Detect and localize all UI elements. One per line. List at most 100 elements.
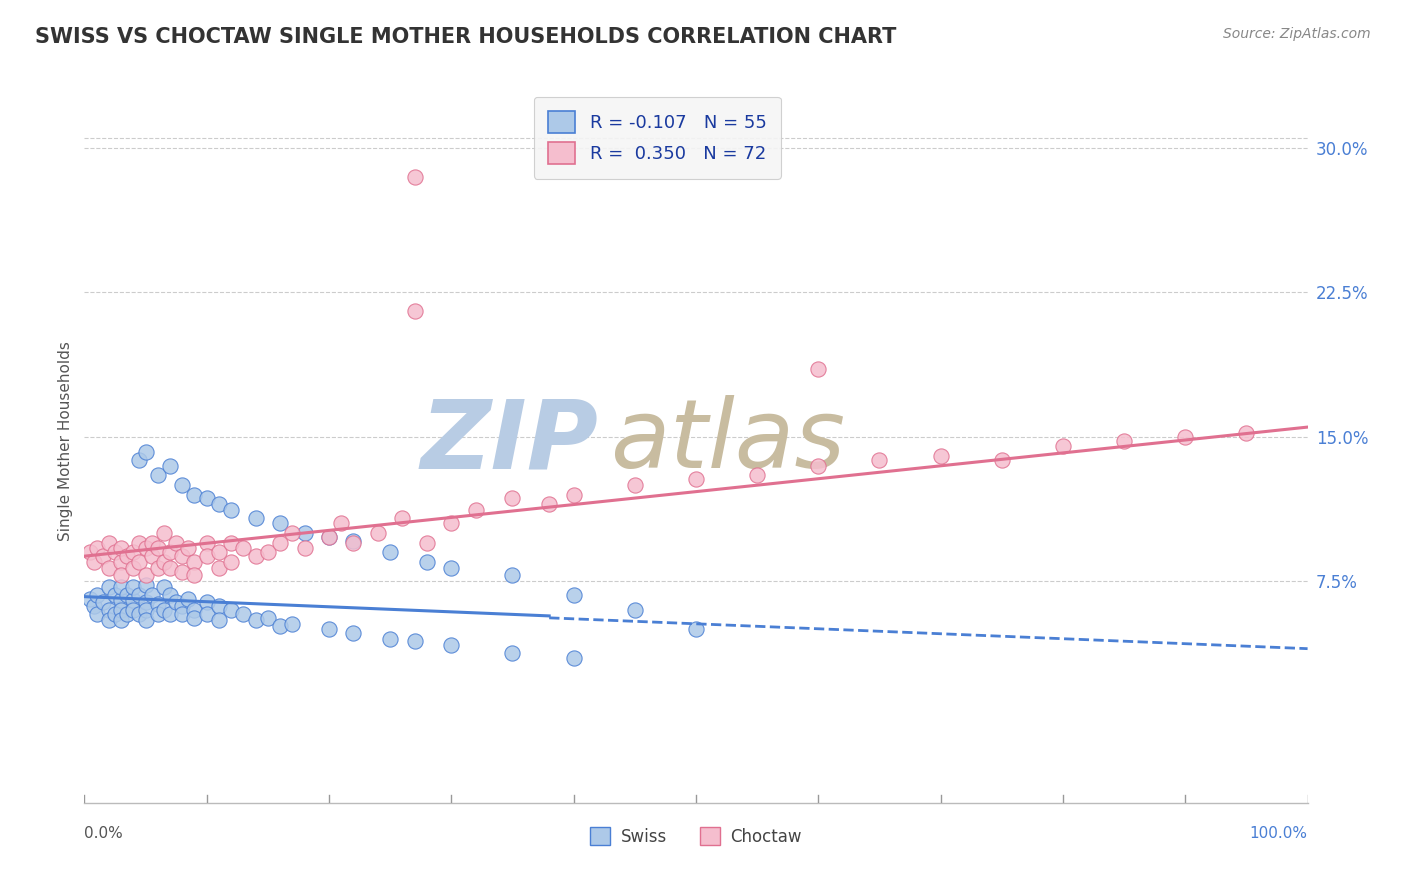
Point: [342, 626, 364, 640]
Point: [257, 611, 280, 625]
Point: [1174, 430, 1197, 444]
Point: [330, 516, 353, 531]
Point: [257, 545, 280, 559]
Point: [1114, 434, 1136, 448]
Point: [159, 458, 181, 473]
Point: [502, 491, 524, 506]
Point: [146, 560, 169, 574]
Point: [747, 468, 769, 483]
Point: [367, 526, 389, 541]
Point: [146, 598, 169, 612]
Point: [97, 613, 120, 627]
Point: [172, 565, 194, 579]
Point: [269, 618, 291, 632]
Point: [232, 607, 254, 621]
Point: [929, 449, 952, 463]
Point: [122, 580, 145, 594]
Point: [159, 560, 181, 574]
Point: [269, 516, 291, 531]
Point: [245, 613, 267, 627]
Point: [122, 545, 145, 559]
Point: [183, 611, 205, 625]
Point: [110, 593, 132, 607]
Point: [159, 545, 181, 559]
Point: [318, 623, 340, 637]
Point: [83, 555, 105, 569]
Point: [232, 541, 254, 556]
Point: [110, 568, 132, 582]
Point: [464, 503, 486, 517]
Point: [104, 588, 127, 602]
Point: [342, 533, 364, 548]
Point: [440, 516, 463, 531]
Point: [294, 541, 316, 556]
Point: [562, 588, 585, 602]
Point: [91, 595, 114, 609]
Point: [153, 555, 176, 569]
Point: [195, 607, 218, 621]
Point: [440, 638, 463, 652]
Point: [991, 453, 1014, 467]
Point: [135, 613, 157, 627]
Text: SWISS VS CHOCTAW SINGLE MOTHER HOUSEHOLDS CORRELATION CHART: SWISS VS CHOCTAW SINGLE MOTHER HOUSEHOLD…: [35, 27, 897, 46]
Point: [807, 362, 830, 376]
Legend: Swiss, Choctaw: Swiss, Choctaw: [583, 821, 808, 852]
Point: [183, 568, 205, 582]
Point: [219, 555, 242, 569]
Point: [391, 510, 413, 524]
Point: [172, 549, 194, 564]
Point: [380, 545, 402, 559]
Point: [195, 491, 218, 506]
Point: [380, 632, 402, 646]
Point: [128, 607, 150, 621]
Point: [159, 588, 181, 602]
Point: [208, 613, 231, 627]
Point: [208, 545, 231, 559]
Point: [1236, 425, 1258, 440]
Point: [115, 549, 138, 564]
Point: [624, 603, 647, 617]
Point: [110, 541, 132, 556]
Point: [110, 580, 132, 594]
Point: [153, 603, 176, 617]
Point: [115, 607, 138, 621]
Point: [1052, 439, 1074, 453]
Point: [128, 555, 150, 569]
Point: [135, 603, 157, 617]
Point: [91, 549, 114, 564]
Point: [146, 607, 169, 621]
Text: 100.0%: 100.0%: [1250, 826, 1308, 841]
Point: [146, 541, 169, 556]
Point: [208, 599, 231, 614]
Point: [86, 607, 108, 621]
Point: [245, 549, 267, 564]
Point: [318, 530, 340, 544]
Point: [685, 472, 707, 486]
Point: [208, 560, 231, 574]
Point: [165, 535, 187, 549]
Point: [281, 616, 304, 631]
Point: [416, 555, 439, 569]
Point: [404, 169, 426, 184]
Point: [177, 591, 200, 606]
Point: [183, 603, 205, 617]
Point: [135, 595, 157, 609]
Text: 0.0%: 0.0%: [84, 826, 124, 841]
Point: [86, 541, 108, 556]
Point: [97, 580, 120, 594]
Point: [153, 526, 176, 541]
Point: [128, 588, 150, 602]
Point: [502, 568, 524, 582]
Point: [83, 599, 105, 614]
Point: [97, 603, 120, 617]
Point: [869, 453, 891, 467]
Point: [416, 535, 439, 549]
Y-axis label: Single Mother Households: Single Mother Households: [58, 342, 73, 541]
Point: [104, 607, 127, 621]
Point: [562, 487, 585, 501]
Point: [195, 549, 218, 564]
Point: [183, 487, 205, 501]
Point: [219, 535, 242, 549]
Point: [135, 541, 157, 556]
Point: [86, 588, 108, 602]
